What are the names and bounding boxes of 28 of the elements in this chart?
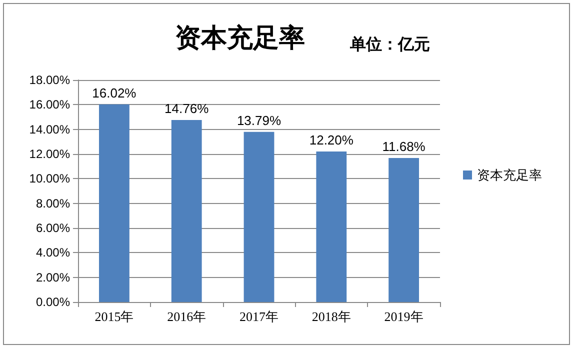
y-tick-label: 4.00% xyxy=(36,246,70,260)
chart-subtitle: 单位：亿元 xyxy=(349,36,430,54)
bar xyxy=(316,152,347,302)
x-tick-label: 2015年 xyxy=(94,309,134,324)
y-tick-label: 18.00% xyxy=(29,73,70,87)
y-tick-label: 14.00% xyxy=(29,122,70,136)
chart-title: 资本充足率 xyxy=(175,24,305,52)
bar xyxy=(388,158,420,302)
y-tick-label: 10.00% xyxy=(29,172,70,186)
x-tick-label: 2017年 xyxy=(240,309,278,324)
data-label: 11.68% xyxy=(382,138,426,154)
y-tick-label: 0.00% xyxy=(36,295,70,309)
x-tick-label: 2016年 xyxy=(167,309,206,324)
bar xyxy=(171,120,202,302)
y-tick-label: 2.00% xyxy=(36,270,70,284)
bar xyxy=(244,132,274,302)
y-tick-label: 16.00% xyxy=(29,98,70,112)
data-label: 14.76% xyxy=(164,100,210,116)
data-label: 13.79% xyxy=(236,112,282,128)
y-tick-label: 6.00% xyxy=(36,221,70,235)
x-tick-label: 2019年 xyxy=(384,309,424,324)
bar xyxy=(98,104,130,302)
x-tick-label: 2018年 xyxy=(312,309,351,324)
y-tick-label: 8.00% xyxy=(36,196,70,210)
data-label: 16.02% xyxy=(92,85,137,100)
legend-label: 资本充足率 xyxy=(477,168,542,182)
data-label: 12.20% xyxy=(309,132,354,148)
y-tick-label: 12.00% xyxy=(29,147,70,161)
